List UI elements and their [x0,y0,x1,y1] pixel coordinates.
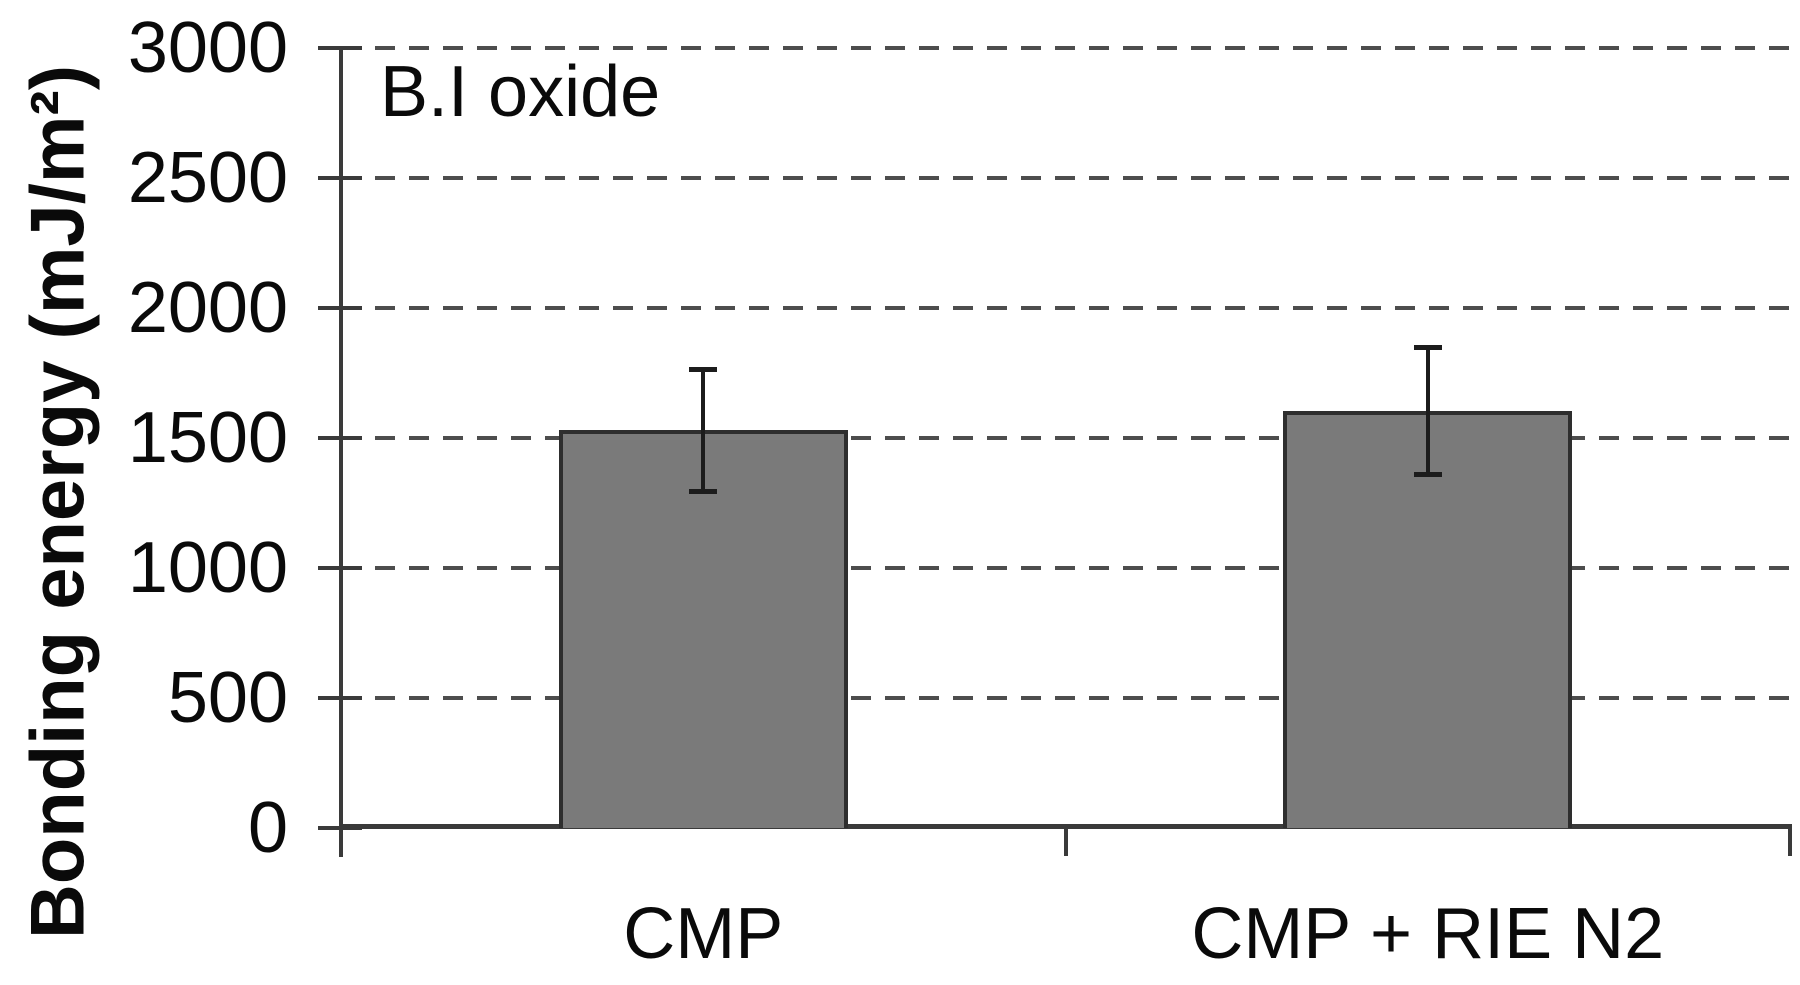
y-tick-2500 [318,176,362,180]
gridline-500 [341,696,1792,700]
gridline-2000 [341,306,1792,310]
gridline-2500 [341,176,1792,180]
y-tick-label-2500: 2500 [127,138,288,218]
error-bar-cap-bottom-CMP [689,489,718,495]
y-tick-label-500: 500 [167,658,288,738]
y-tick-3000 [318,46,362,50]
plot-annotation: B.I oxide [380,52,661,132]
y-tick-label-0: 0 [247,788,288,868]
y-tick-label-1500: 1500 [127,398,288,478]
bar-CMP [558,430,848,828]
y-tick-2000 [318,306,362,310]
y-tick-label-3000: 3000 [127,8,288,88]
y-tick-label-1000: 1000 [127,528,288,608]
category-label-CMP + RIE N2: CMP + RIE N2 [1191,894,1665,974]
y-axis-line [339,46,343,857]
error-bar-cap-top-CMP [689,367,718,373]
category-label-CMP: CMP [623,894,784,974]
y-tick-1500 [318,436,362,440]
y-tick-500 [318,696,362,700]
gridline-1000 [341,566,1792,570]
x-tick-2 [1788,828,1792,856]
error-bar-line-CMP + RIE N2 [1425,347,1430,475]
x-tick-1 [1063,828,1068,856]
y-tick-1000 [318,566,362,570]
y-tick-label-2000: 2000 [127,268,288,348]
error-bar-cap-bottom-CMP + RIE N2 [1413,472,1442,478]
error-bar-cap-top-CMP + RIE N2 [1413,345,1442,350]
x-tick-0 [339,828,343,856]
gridline-1500 [341,436,1792,440]
x-axis-line [339,824,1792,829]
error-bar-line-CMP [701,369,706,492]
gridline-3000 [341,46,1792,50]
